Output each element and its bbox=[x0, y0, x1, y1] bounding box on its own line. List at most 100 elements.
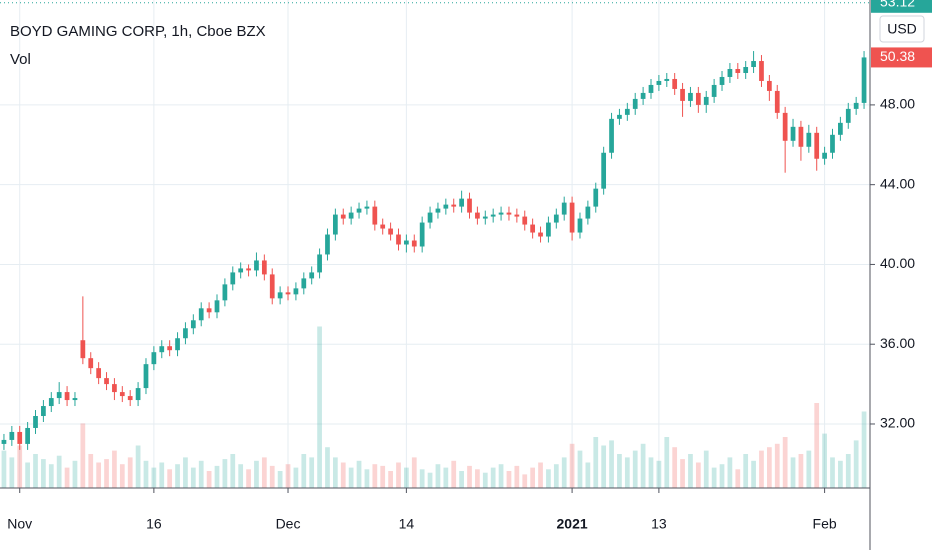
volume-bar bbox=[301, 454, 307, 488]
x-tick-label: 14 bbox=[399, 516, 415, 532]
candle-body bbox=[490, 214, 496, 217]
candle-body bbox=[774, 90, 780, 113]
volume-bar bbox=[798, 454, 804, 488]
volume-label: Vol bbox=[10, 51, 31, 68]
volume-bar bbox=[230, 454, 236, 488]
candle-body bbox=[743, 67, 749, 73]
y-tick-label: 36.00 bbox=[880, 335, 915, 351]
candle-body bbox=[230, 272, 236, 285]
volume-bar bbox=[190, 467, 196, 488]
volume-bar bbox=[127, 457, 133, 488]
candle-body bbox=[695, 92, 701, 105]
volume-bar bbox=[340, 462, 346, 488]
volume-bar bbox=[459, 471, 464, 488]
candle-body bbox=[206, 308, 212, 313]
candle-body bbox=[656, 80, 662, 85]
high-price-label: 53.12 bbox=[880, 0, 915, 9]
volume-bar bbox=[782, 437, 788, 488]
volume-bar bbox=[151, 467, 157, 488]
candle-body bbox=[261, 260, 267, 275]
volume-bar bbox=[617, 454, 622, 488]
candle-body bbox=[112, 384, 117, 393]
candle-body bbox=[238, 268, 244, 273]
volume-bar bbox=[348, 467, 354, 488]
candle-body bbox=[443, 204, 449, 209]
candle-body bbox=[159, 346, 165, 353]
volume-bar bbox=[719, 464, 725, 488]
chart-title: BOYD GAMING CORP, 1h, Cboe BZX bbox=[10, 23, 266, 40]
volume-bar bbox=[703, 450, 709, 488]
volume-bar bbox=[25, 462, 30, 488]
volume-bar bbox=[222, 459, 228, 488]
volume-bar bbox=[388, 471, 393, 488]
candle-body bbox=[506, 212, 512, 215]
volume-bar bbox=[664, 437, 670, 488]
candle-body bbox=[340, 214, 346, 219]
label-layer: 32.00 36.00 40.00 44.00 48.00 Nov 16 Dec 14 2021 1… bbox=[0, 0, 932, 532]
candle-body bbox=[175, 338, 180, 351]
volume-bar bbox=[396, 462, 401, 488]
candle-body bbox=[617, 114, 622, 119]
candle-body bbox=[411, 240, 417, 247]
volume-bar bbox=[546, 469, 551, 488]
volume-bar bbox=[246, 469, 251, 488]
candle-body bbox=[419, 222, 425, 247]
volume-bar bbox=[853, 440, 859, 488]
candle-body bbox=[190, 320, 196, 329]
candle-body bbox=[364, 206, 370, 209]
volume-bar bbox=[838, 460, 843, 488]
candle-body bbox=[293, 288, 299, 295]
volume-bar bbox=[814, 403, 820, 488]
candle-body bbox=[325, 234, 330, 255]
volume-bar bbox=[727, 457, 733, 488]
volume-bar bbox=[404, 467, 409, 488]
candle-body bbox=[553, 214, 559, 223]
currency-box[interactable] bbox=[879, 15, 925, 43]
volume-bar bbox=[514, 465, 520, 488]
candle-body bbox=[396, 234, 401, 245]
y-tick-label: 32.00 bbox=[880, 415, 915, 431]
candle-body bbox=[688, 92, 693, 101]
candle-body bbox=[467, 198, 472, 213]
candle-body bbox=[672, 78, 678, 89]
volume-bar bbox=[143, 460, 149, 488]
volume-bar bbox=[372, 464, 378, 488]
candle-body bbox=[404, 240, 409, 245]
candle-body bbox=[585, 206, 591, 219]
candle-body bbox=[853, 102, 859, 109]
candle-body bbox=[119, 392, 125, 397]
volume-bar bbox=[183, 457, 188, 488]
volume-bar bbox=[72, 460, 78, 488]
candle-body bbox=[214, 300, 220, 313]
volume-bar bbox=[577, 450, 583, 488]
volume-bar bbox=[33, 454, 38, 488]
volume-bar bbox=[790, 457, 796, 488]
volume-bar bbox=[861, 411, 867, 488]
candle-body bbox=[348, 212, 354, 219]
volume-bar bbox=[80, 423, 86, 488]
candle-body bbox=[766, 80, 772, 91]
candle-body bbox=[33, 416, 38, 428]
candle-body bbox=[609, 118, 614, 153]
currency-label[interactable]: USD bbox=[887, 21, 917, 37]
candle-body bbox=[498, 212, 504, 215]
candle-body bbox=[151, 352, 157, 365]
x-tick-label: 16 bbox=[146, 516, 162, 532]
volume-bar bbox=[56, 455, 62, 488]
volume-bar bbox=[695, 462, 701, 488]
candle-body bbox=[309, 272, 315, 279]
volume-bar bbox=[498, 464, 504, 488]
volume-bar bbox=[419, 469, 425, 488]
volume-bar bbox=[743, 454, 749, 488]
volume-bar bbox=[1, 450, 7, 488]
x-tick-label: 13 bbox=[651, 516, 667, 532]
grid-layer bbox=[0, 0, 870, 488]
candle-body bbox=[48, 398, 54, 407]
candle-body bbox=[632, 98, 638, 109]
volume-bar bbox=[198, 460, 204, 488]
candle-body bbox=[522, 216, 528, 225]
volume-bar bbox=[41, 459, 46, 488]
candle-body bbox=[41, 406, 46, 417]
volume-bar bbox=[475, 469, 480, 488]
candle-body bbox=[624, 108, 630, 115]
